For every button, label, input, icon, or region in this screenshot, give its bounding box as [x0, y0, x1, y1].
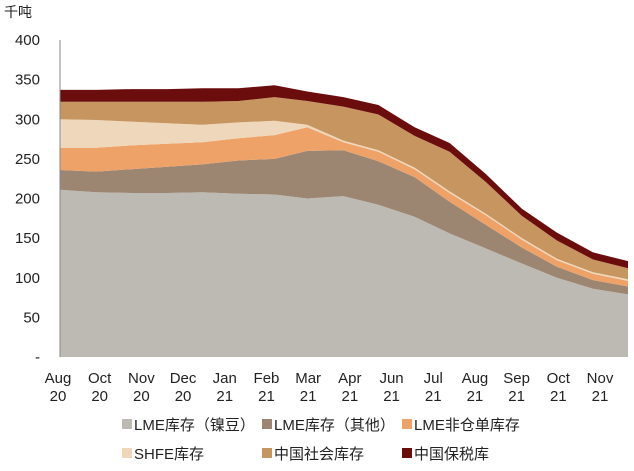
legend-swatch — [402, 419, 412, 429]
x-tick-year: 21 — [342, 388, 359, 405]
x-tick-year: 21 — [258, 388, 275, 405]
legend-swatch — [402, 448, 412, 458]
legend-swatch — [262, 419, 272, 429]
x-tick-month: Dec — [170, 370, 197, 387]
x-tick-year: 21 — [300, 388, 317, 405]
x-tick-year: 21 — [508, 388, 525, 405]
legend-swatch — [122, 448, 132, 458]
x-tick-month: Feb — [254, 370, 280, 387]
x-tick-month: Apr — [338, 370, 361, 387]
x-tick-month: Jun — [379, 370, 403, 387]
x-tick-month: Jul — [424, 370, 443, 387]
legend-label: LME库存（镍豆） — [134, 416, 255, 434]
x-tick-month: Nov — [128, 370, 155, 387]
x-tick-month: Mar — [295, 370, 321, 387]
legend-swatch — [262, 448, 272, 458]
y-tick-label: 100 — [15, 270, 40, 287]
legend-item: LME库存（镍豆） — [122, 416, 255, 434]
legend-swatch — [122, 419, 132, 429]
x-tick-year: 21 — [592, 388, 609, 405]
area-series-5 — [60, 97, 628, 280]
y-tick-label: - — [35, 349, 40, 366]
x-tick-year: 21 — [425, 388, 442, 405]
x-tick-month: Aug — [45, 370, 72, 387]
legend-label: LME库存（其他） — [274, 417, 395, 434]
x-tick-year: 20 — [91, 388, 108, 405]
legend: LME库存（镍豆） LME库存（其他） LME非仓单库存 SHFE库存 中国社会库存 中国… — [122, 416, 520, 463]
legend-item: 中国保税库 — [402, 446, 489, 463]
x-tick-year: 21 — [383, 388, 400, 405]
y-tick-label: 200 — [15, 191, 40, 208]
legend-label: 中国社会库存 — [274, 446, 364, 463]
legend-item: LME非仓单库存 — [402, 417, 520, 434]
x-tick-month: Aug — [462, 370, 489, 387]
legend-item: 中国社会库存 — [262, 446, 364, 463]
area-series-1 — [60, 189, 628, 357]
y-tick-label: 350 — [15, 72, 40, 89]
area-series-3 — [60, 127, 628, 287]
y-axis: - 50 100 150 200 250 300 350 400 — [15, 32, 40, 366]
x-tick-month: Sep — [503, 370, 530, 387]
x-tick-year: 21 — [467, 388, 484, 405]
area-series-4 — [60, 119, 628, 281]
x-tick-year: 20 — [175, 388, 192, 405]
x-tick-month: Oct — [547, 370, 571, 387]
legend-item: LME库存（其他） — [262, 417, 395, 434]
legend-item: SHFE库存 — [122, 446, 204, 463]
legend-label: SHFE库存 — [134, 446, 204, 463]
x-tick-month: Oct — [88, 370, 112, 387]
x-tick-year: 21 — [550, 388, 567, 405]
x-tick-year: 20 — [50, 388, 67, 405]
y-tick-label: 300 — [15, 111, 40, 128]
unit-label: 千吨 — [4, 4, 32, 20]
area-series-2 — [60, 150, 628, 295]
y-tick-label: 400 — [15, 32, 40, 49]
x-tick-year: 20 — [133, 388, 150, 405]
y-tick-label: 250 — [15, 151, 40, 168]
x-tick-year: 21 — [216, 388, 233, 405]
x-tick-month: Jan — [213, 370, 237, 387]
y-tick-label: 50 — [23, 309, 40, 326]
area-series — [60, 85, 628, 357]
y-tick-label: 150 — [15, 230, 40, 247]
x-tick-month: Nov — [587, 370, 614, 387]
legend-label: 中国保税库 — [414, 446, 489, 463]
legend-label: LME非仓单库存 — [414, 417, 520, 434]
x-axis: Aug20Oct20Nov20Dec20Jan21Feb21Mar21Apr21… — [45, 370, 614, 405]
